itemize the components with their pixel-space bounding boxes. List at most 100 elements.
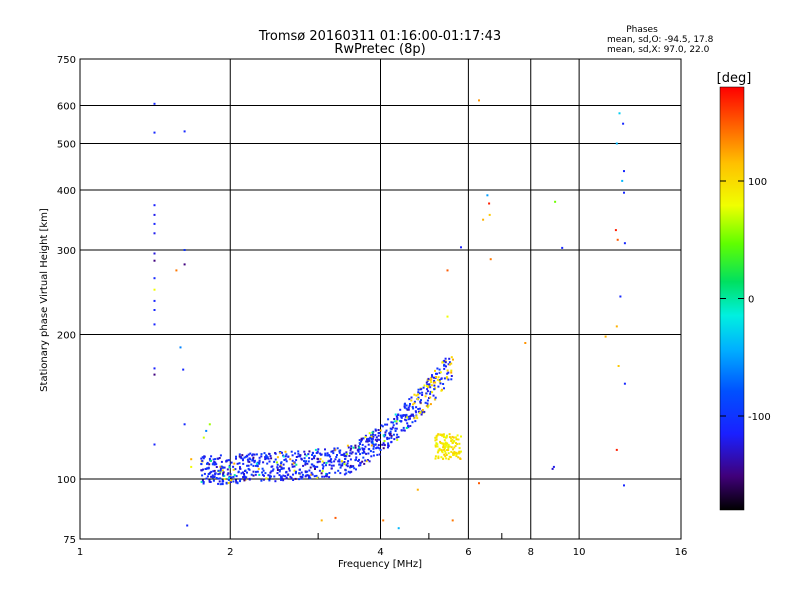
data-point bbox=[246, 464, 249, 467]
data-point bbox=[273, 475, 276, 478]
colorbar-tick-label: 0 bbox=[748, 295, 754, 306]
data-point bbox=[379, 449, 382, 451]
data-point bbox=[362, 437, 365, 440]
data-point bbox=[241, 454, 244, 457]
data-point bbox=[440, 389, 443, 392]
data-point bbox=[278, 469, 281, 471]
data-point bbox=[407, 408, 410, 411]
data-point bbox=[235, 479, 237, 482]
data-point bbox=[297, 450, 300, 453]
data-point bbox=[347, 460, 350, 463]
data-point bbox=[384, 431, 387, 434]
data-point bbox=[239, 466, 241, 469]
data-point bbox=[258, 462, 261, 465]
data-point bbox=[295, 456, 298, 458]
data-point bbox=[232, 475, 235, 478]
data-point bbox=[378, 438, 381, 441]
data-point bbox=[239, 467, 242, 470]
data-point bbox=[412, 407, 415, 410]
data-point bbox=[365, 460, 368, 463]
data-point bbox=[443, 439, 446, 442]
colorbar-ticks: 100 0 -100 bbox=[720, 177, 771, 423]
data-point bbox=[457, 438, 460, 441]
data-point bbox=[228, 464, 231, 467]
data-point bbox=[392, 433, 395, 436]
data-point bbox=[443, 377, 446, 380]
data-point bbox=[268, 460, 271, 463]
data-point bbox=[350, 445, 353, 448]
data-point bbox=[232, 480, 235, 483]
data-point bbox=[319, 452, 322, 455]
data-point bbox=[313, 466, 316, 469]
data-point bbox=[343, 461, 346, 463]
data-point bbox=[271, 469, 274, 472]
data-point bbox=[153, 299, 156, 302]
data-point bbox=[210, 455, 213, 458]
data-point bbox=[406, 416, 409, 419]
data-point bbox=[441, 434, 443, 437]
data-point bbox=[375, 436, 378, 439]
data-point bbox=[433, 384, 436, 387]
data-point bbox=[279, 465, 282, 468]
data-point bbox=[334, 448, 337, 451]
data-point bbox=[208, 457, 211, 460]
data-point bbox=[288, 469, 291, 472]
data-point bbox=[454, 436, 457, 439]
data-point bbox=[444, 360, 447, 363]
data-point bbox=[429, 392, 432, 395]
data-point bbox=[346, 462, 349, 465]
data-point bbox=[153, 288, 156, 291]
data-point bbox=[202, 482, 205, 485]
data-point bbox=[322, 465, 325, 468]
data-point bbox=[304, 463, 307, 466]
data-point bbox=[321, 463, 324, 466]
data-point bbox=[235, 455, 237, 458]
data-point bbox=[222, 473, 224, 476]
data-point bbox=[446, 449, 449, 452]
data-point bbox=[382, 434, 385, 437]
data-point bbox=[426, 383, 429, 386]
data-point bbox=[226, 468, 229, 471]
data-point bbox=[453, 446, 456, 449]
y-tick-label: 100 bbox=[57, 475, 76, 486]
data-point bbox=[258, 459, 261, 462]
data-point bbox=[323, 475, 326, 478]
data-point bbox=[444, 450, 446, 453]
data-point bbox=[378, 453, 381, 456]
data-point bbox=[400, 420, 403, 423]
data-point bbox=[338, 460, 341, 463]
data-point bbox=[450, 440, 453, 442]
data-point bbox=[230, 479, 233, 482]
data-point bbox=[438, 380, 441, 383]
data-point bbox=[258, 460, 261, 463]
data-point bbox=[561, 246, 564, 249]
data-point bbox=[360, 437, 363, 440]
data-point bbox=[183, 423, 186, 426]
data-point bbox=[226, 459, 229, 462]
data-point bbox=[203, 472, 206, 475]
data-point bbox=[430, 376, 433, 379]
data-point bbox=[359, 453, 361, 456]
data-point bbox=[363, 462, 366, 465]
data-point bbox=[304, 453, 306, 456]
data-point bbox=[221, 466, 224, 469]
data-point bbox=[229, 481, 232, 483]
data-point bbox=[217, 469, 220, 472]
data-point bbox=[403, 405, 406, 408]
data-point bbox=[325, 474, 328, 477]
data-point bbox=[409, 403, 411, 405]
data-point bbox=[437, 376, 440, 379]
data-point bbox=[333, 447, 336, 450]
data-point bbox=[307, 474, 310, 477]
data-point bbox=[400, 416, 403, 418]
data-point bbox=[409, 425, 412, 427]
data-point bbox=[311, 463, 314, 466]
data-point bbox=[315, 474, 318, 477]
data-point bbox=[419, 388, 422, 391]
data-point bbox=[381, 425, 384, 428]
data-point bbox=[281, 477, 284, 480]
data-point bbox=[407, 406, 410, 409]
data-point bbox=[190, 465, 193, 468]
data-point bbox=[460, 450, 462, 453]
data-point bbox=[354, 459, 357, 462]
